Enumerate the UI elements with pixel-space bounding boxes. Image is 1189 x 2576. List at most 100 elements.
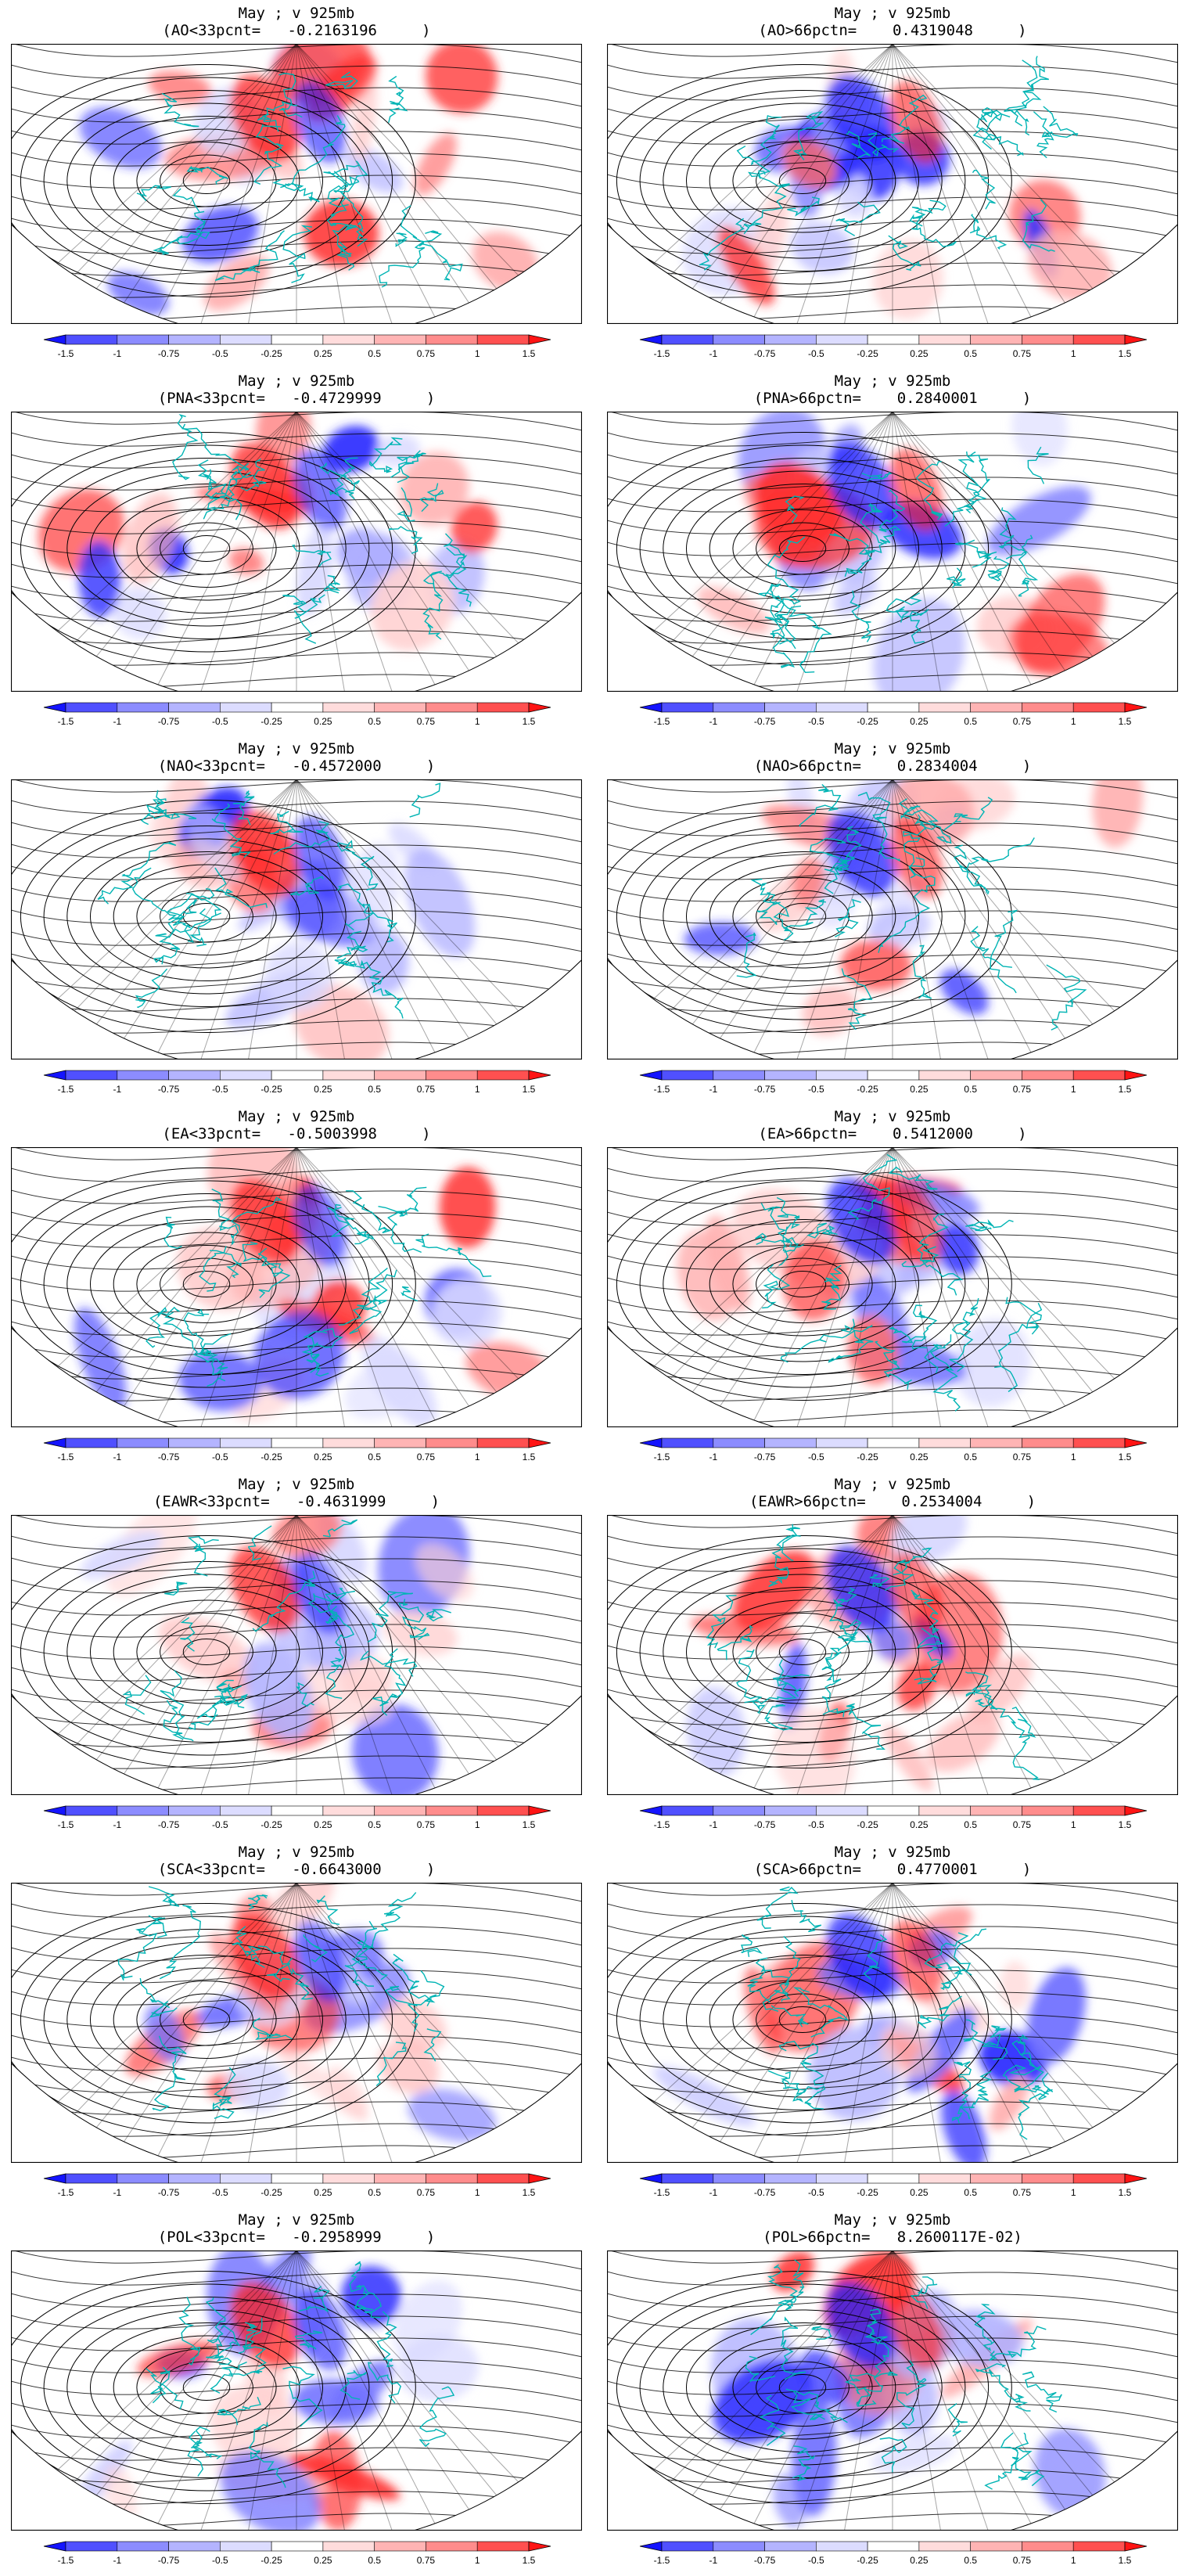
panel-title: May ; v 925mb (834, 1108, 951, 1125)
streamlines (11, 412, 582, 692)
colorbar-tick-label: -1.5 (654, 2555, 670, 2566)
colorbar-tick-label: 0.5 (368, 1452, 381, 1462)
colorbar-tick-label: 0.75 (1013, 1819, 1032, 1830)
colorbar-tick-label: 1.5 (1119, 2187, 1132, 2198)
colorbar-tick-label: -0.75 (754, 1452, 776, 1462)
colorbar-tick-label: -0.75 (754, 348, 776, 359)
polar-map (607, 44, 1178, 324)
colorbar-tick-label: -1.5 (654, 2187, 670, 2198)
panel-subtitle: (SCA<33pcnt= -0.6643000 ) (157, 1861, 436, 1878)
colorbar-box (476, 2173, 530, 2184)
panel-subtitle: (PNA<33pcnt= -0.4729999 ) (157, 390, 436, 407)
colorbar-tick-label: 0.75 (417, 2555, 436, 2566)
colorbar-box (219, 1070, 272, 1081)
colorbar-tick-label: -0.25 (857, 1819, 878, 1830)
colorbar-tick-label: 1.5 (1119, 1819, 1132, 1830)
colorbar-box (1022, 2541, 1074, 2552)
colorbar-box (476, 1070, 530, 1081)
colorbar-tick-label: 1.5 (1119, 716, 1132, 727)
colorbar-box (374, 1070, 426, 1081)
colorbar-tick-label: -1.5 (654, 1084, 670, 1095)
colorbar-box (117, 2173, 169, 2184)
colorbar-box (271, 1805, 324, 1816)
polar-map (607, 1147, 1178, 1427)
colorbar-box (867, 334, 920, 345)
colorbar-box (867, 1437, 920, 1448)
colorbar-tick-label: -0.25 (260, 1084, 282, 1095)
colorbar-box (426, 2173, 478, 2184)
anomaly-shading (653, 1906, 1087, 2163)
panel-title: May ; v 925mb (238, 1108, 355, 1125)
colorbar-box (970, 1805, 1022, 1816)
map-panel: May ; v 925mb (PNA>66pctn= 0.2840001 ) -1.… (607, 372, 1178, 737)
colorbar-tick-label: -0.5 (212, 1452, 228, 1462)
panel-title: May ; v 925mb (834, 1476, 951, 1493)
colorbar-arrow-left (43, 2173, 66, 2184)
map-panel: May ; v 925mb (NAO>66pctn= 0.2834004 ) -1.… (607, 740, 1178, 1105)
panel-subtitle: (NAO<33pcnt= -0.4572000 ) (157, 757, 436, 775)
colorbar-tick-label: 0.75 (1013, 1084, 1032, 1095)
colorbar-tick-label: -0.25 (857, 1452, 878, 1462)
colorbar-box (764, 2541, 817, 2552)
colorbar-box (815, 1437, 868, 1448)
colorbar-tick-label: -1 (709, 1819, 717, 1830)
colorbar-box (713, 1070, 765, 1081)
colorbar-arrow-right (528, 334, 551, 345)
colorbar-box (918, 1070, 971, 1081)
colorbar: -1.5 -1 -0.75 -0.5 -0.25 0.25 0.5 0.75 1 1.5 (43, 2173, 551, 2198)
colorbar-tick-label: 1 (1071, 348, 1076, 359)
colorbar-box (815, 1805, 868, 1816)
colorbar-tick-label: 0.25 (910, 1084, 929, 1095)
panel-subtitle: (EA>66pctn= 0.5412000 ) (758, 1125, 1027, 1142)
polar-map (11, 2250, 582, 2531)
colorbar-box (970, 2173, 1022, 2184)
colorbar-box (117, 1070, 169, 1081)
colorbar-box (168, 2173, 221, 2184)
colorbar-box (1072, 1437, 1126, 1448)
panel-subtitle: (EAWR>66pctn= 0.2534004 ) (749, 1493, 1036, 1510)
colorbar-tick-label: 0.5 (964, 716, 977, 727)
anomaly-shading (711, 2250, 1106, 2527)
colorbar-box (867, 2173, 920, 2184)
coastlines (758, 446, 1049, 674)
colorbar-box (815, 334, 868, 345)
colorbar-box (661, 2541, 714, 2552)
colorbar-tick-label: -1 (113, 348, 121, 359)
colorbar-arrow-right (528, 1070, 551, 1081)
colorbar-tick-label: 1.5 (523, 2187, 536, 2198)
colorbar-box (117, 1805, 169, 1816)
colorbar-box (426, 1805, 478, 1816)
colorbar-box (815, 702, 868, 713)
colorbar-box (1022, 702, 1074, 713)
map-frame (607, 1883, 1178, 2163)
colorbar-box (168, 1437, 221, 1448)
colorbar-tick-label: 1 (475, 716, 480, 727)
colorbar-tick-label: -1.5 (58, 2555, 74, 2566)
colorbar-tick-label: -1 (709, 348, 717, 359)
colorbar-tick-label: -0.5 (212, 2555, 228, 2566)
colorbar-tick-label: 0.5 (368, 1819, 381, 1830)
map-panel: May ; v 925mb (EAWR>66pctn= 0.2534004 ) -1… (607, 1476, 1178, 1840)
colorbar-arrow-right (1124, 2173, 1148, 2184)
colorbar-box (918, 2541, 971, 2552)
colorbar-tick-label: -1.5 (654, 1819, 670, 1830)
polar-map (607, 2250, 1178, 2531)
streamlines (607, 1883, 1178, 2163)
colorbar-box (970, 1070, 1022, 1081)
colorbar-arrow-left (639, 334, 663, 345)
colorbar-box (918, 2173, 971, 2184)
colorbar-tick-label: -0.25 (260, 2187, 282, 2198)
colorbar-box (322, 334, 375, 345)
map-frame (11, 1883, 582, 2163)
colorbar-box (219, 702, 272, 713)
colorbar-box (322, 2173, 375, 2184)
streamlines (11, 44, 582, 324)
coastlines (745, 2259, 1062, 2490)
map-panel: May ; v 925mb (PNA<33pcnt= -0.4729999 ) -1… (11, 372, 582, 737)
colorbar-tick-label: -0.5 (808, 348, 824, 359)
colorbar-tick-label: 0.5 (368, 716, 381, 727)
coastlines (145, 2261, 455, 2488)
colorbar-tick-label: 0.75 (417, 716, 436, 727)
colorbar-box (374, 2173, 426, 2184)
colorbar-tick-label: 0.25 (910, 348, 929, 359)
